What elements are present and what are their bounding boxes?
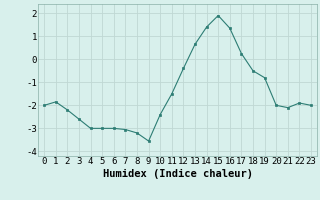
X-axis label: Humidex (Indice chaleur): Humidex (Indice chaleur)	[103, 169, 252, 179]
